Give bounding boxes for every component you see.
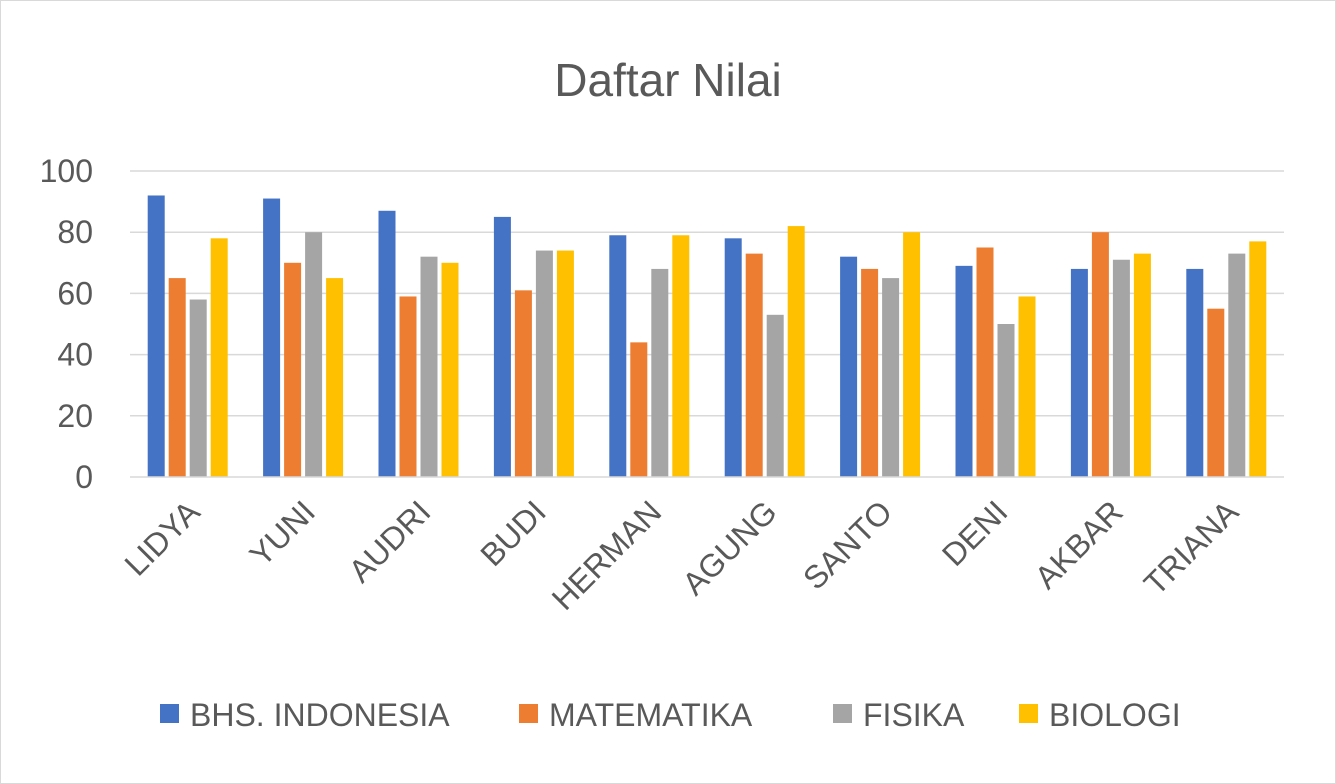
- bar-fisika-yuni: [305, 232, 323, 477]
- bar-biologi-audri: [441, 262, 459, 477]
- legend-label: BHS. INDONESIA: [190, 697, 450, 733]
- bar-fisika-triana: [1228, 253, 1246, 477]
- bar-biologi-budi: [556, 250, 574, 477]
- y-tick-label: 40: [57, 337, 93, 373]
- x-tick-label: AGUNG: [675, 493, 783, 601]
- bar-matematika-akbar: [1091, 232, 1109, 477]
- bar-fisika-audri: [420, 256, 438, 477]
- bar-fisika-herman: [651, 268, 669, 477]
- bar-matematika-deni: [976, 247, 994, 477]
- bar-biologi-akbar: [1133, 253, 1151, 477]
- x-tick-label: DENI: [935, 493, 1015, 573]
- legend-label: MATEMATIKA: [549, 697, 753, 733]
- bar-bhs-indonesia-herman: [609, 235, 627, 477]
- bar-biologi-deni: [1018, 296, 1036, 477]
- x-tick-label: AUDRI: [342, 493, 438, 589]
- bar-matematika-triana: [1207, 308, 1225, 477]
- bar-bhs-indonesia-santo: [840, 256, 858, 477]
- gridlines: [130, 170, 1284, 417]
- bar-matematika-santo: [861, 268, 879, 477]
- y-tick-label: 20: [57, 398, 93, 434]
- bar-biologi-yuni: [326, 278, 344, 477]
- bar-biologi-santo: [903, 232, 921, 477]
- bar-matematika-herman: [630, 342, 648, 477]
- bar-fisika-santo: [882, 278, 900, 477]
- legend-swatch: [1019, 704, 1038, 723]
- x-tick-label: SANTO: [796, 493, 899, 596]
- legend-swatch: [160, 704, 179, 723]
- bar-fisika-akbar: [1112, 259, 1130, 477]
- bar-bhs-indonesia-budi: [493, 216, 511, 477]
- x-tick-label: AKBAR: [1028, 493, 1130, 595]
- bar-bhs-indonesia-deni: [955, 265, 973, 477]
- bar-fisika-lidya: [189, 299, 207, 477]
- bar-fisika-budi: [535, 250, 553, 477]
- x-tick-label: BUDI: [473, 493, 553, 573]
- x-tick-label: YUNI: [243, 493, 323, 573]
- legend-label: BIOLOGI: [1049, 697, 1181, 733]
- bar-bhs-indonesia-agung: [724, 238, 742, 477]
- bar-bhs-indonesia-yuni: [263, 198, 281, 478]
- bar-biologi-agung: [787, 226, 805, 477]
- x-tick-label: HERMAN: [545, 493, 669, 617]
- x-tick-label: TRIANA: [1137, 493, 1246, 602]
- bar-fisika-deni: [997, 324, 1015, 477]
- y-tick-label: 60: [57, 275, 93, 311]
- y-tick-label: 0: [75, 459, 93, 495]
- bar-bhs-indonesia-triana: [1186, 268, 1204, 477]
- y-axis-ticks: 0 20 40 60 80 100: [40, 153, 93, 495]
- y-tick-label: 80: [57, 214, 93, 250]
- bar-biologi-lidya: [210, 238, 228, 477]
- bar-bhs-indonesia-akbar: [1070, 268, 1088, 477]
- x-tick-label: LIDYA: [117, 493, 207, 583]
- bars: [147, 195, 1267, 478]
- bar-bhs-indonesia-audri: [378, 210, 396, 477]
- bar-matematika-lidya: [168, 278, 186, 477]
- bar-bhs-indonesia-lidya: [147, 195, 165, 478]
- legend: BHS. INDONESIA MATEMATIKA FISIKA BIOLOGI: [160, 697, 1181, 733]
- bar-matematika-yuni: [284, 262, 302, 477]
- bar-biologi-triana: [1249, 241, 1267, 477]
- legend-label: FISIKA: [863, 697, 965, 733]
- bar-matematika-agung: [745, 253, 763, 477]
- bar-biologi-herman: [672, 235, 690, 477]
- bar-fisika-agung: [766, 314, 784, 477]
- legend-swatch: [833, 704, 852, 723]
- y-tick-label: 100: [40, 153, 93, 189]
- bar-matematika-budi: [514, 290, 532, 477]
- legend-swatch: [519, 704, 538, 723]
- bar-matematika-audri: [399, 296, 417, 477]
- chart-title: Daftar Nilai: [554, 54, 782, 106]
